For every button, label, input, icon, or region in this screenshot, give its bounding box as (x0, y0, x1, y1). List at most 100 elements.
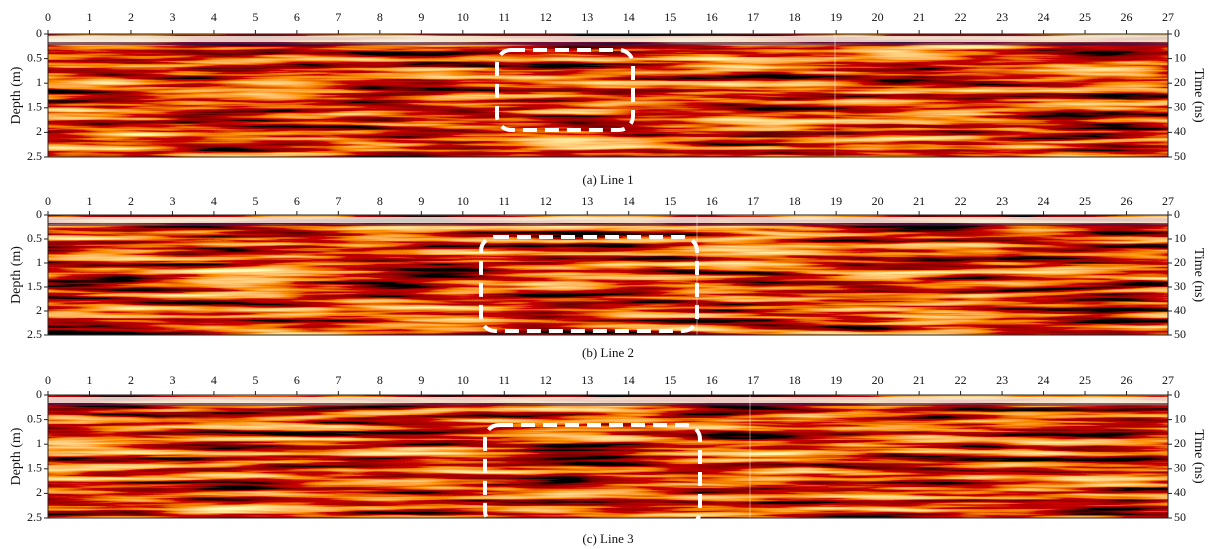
x-tick-label: 1 (86, 373, 92, 387)
x-tick-label: 2 (128, 10, 134, 24)
y2-tick-label: 10 (1174, 231, 1186, 245)
y-axis-label: Depth (m) (9, 66, 24, 124)
x-tick-label: 2 (128, 194, 134, 208)
radargram-image (48, 395, 1168, 518)
x-tick-label: 10 (457, 373, 469, 387)
x-tick-label: 3 (169, 10, 175, 24)
y-tick-label: 0 (36, 207, 42, 221)
x-tick-label: 13 (581, 194, 593, 208)
y-axis-label: Depth (m) (9, 427, 24, 485)
y-tick-label: 2.5 (27, 510, 42, 524)
x-tick-label: 16 (706, 194, 718, 208)
x-tick-label: 4 (211, 10, 217, 24)
y2-tick-label: 0 (1174, 26, 1180, 40)
panel-caption: (b) Line 2 (582, 345, 634, 360)
x-tick-label: 10 (457, 10, 469, 24)
x-tick-label: 14 (623, 194, 635, 208)
x-tick-label: 7 (335, 194, 341, 208)
y-tick-label: 1 (36, 436, 42, 450)
y-tick-label: 1 (36, 255, 42, 269)
y-tick-label: 1 (36, 75, 42, 89)
x-tick-label: 8 (377, 194, 383, 208)
x-tick-label: 18 (789, 194, 801, 208)
surface-band-dark (48, 403, 1168, 406)
x-tick-label: 4 (211, 194, 217, 208)
y-tick-label: 2 (36, 303, 42, 317)
y-tick-label: 1.5 (27, 461, 42, 475)
x-tick-label: 17 (747, 194, 759, 208)
x-tick-label: 8 (377, 373, 383, 387)
panel-caption: (c) Line 3 (582, 531, 633, 546)
x-tick-label: 5 (252, 194, 258, 208)
x-tick-label: 1 (86, 10, 92, 24)
x-tick-label: 4 (211, 373, 217, 387)
surface-band-dark (48, 42, 1168, 45)
x-tick-label: 11 (499, 194, 511, 208)
x-tick-label: 19 (830, 194, 842, 208)
x-tick-label: 7 (335, 10, 341, 24)
x-tick-label: 23 (996, 373, 1008, 387)
x-tick-label: 20 (872, 373, 884, 387)
x-tick-label: 15 (664, 10, 676, 24)
y-tick-label: 2 (36, 485, 42, 499)
y-tick-label: 0 (36, 387, 42, 401)
x-tick-label: 21 (913, 10, 925, 24)
x-tick-label: 24 (1038, 10, 1050, 24)
x-tick-label: 6 (294, 10, 300, 24)
x-tick-label: 18 (789, 373, 801, 387)
x-tick-label: 20 (872, 10, 884, 24)
x-tick-label: 21 (913, 194, 925, 208)
x-tick-label: 25 (1079, 373, 1091, 387)
x-tick-label: 22 (955, 10, 967, 24)
x-tick-label: 9 (418, 194, 424, 208)
x-tick-label: 12 (540, 194, 552, 208)
y-tick-label: 0.5 (27, 411, 42, 425)
y2-tick-label: 0 (1174, 207, 1180, 221)
figure: 0123456789101112131415161718192021222324… (0, 0, 1208, 549)
y2-tick-label: 30 (1174, 461, 1186, 475)
y2-tick-label: 10 (1174, 411, 1186, 425)
y2-tick-label: 50 (1174, 149, 1186, 163)
y2-axis-label: Time (ns) (1191, 248, 1206, 303)
x-tick-label: 27 (1162, 10, 1174, 24)
surface-band (48, 36, 1168, 42)
x-tick-label: 27 (1162, 194, 1174, 208)
surface-band (48, 217, 1168, 223)
x-tick-label: 12 (540, 373, 552, 387)
y2-tick-label: 30 (1174, 279, 1186, 293)
y-tick-label: 2 (36, 124, 42, 138)
x-tick-label: 14 (623, 10, 635, 24)
y-axis-label: Depth (m) (9, 246, 24, 304)
y2-tick-label: 30 (1174, 100, 1186, 114)
x-tick-label: 7 (335, 373, 341, 387)
x-tick-label: 18 (789, 10, 801, 24)
x-tick-label: 16 (706, 10, 718, 24)
x-tick-label: 11 (499, 10, 511, 24)
panel-caption: (a) Line 1 (582, 172, 633, 187)
x-tick-label: 10 (457, 194, 469, 208)
y2-axis-label: Time (ns) (1191, 429, 1206, 484)
x-tick-label: 21 (913, 373, 925, 387)
x-tick-label: 8 (377, 10, 383, 24)
x-tick-label: 5 (252, 10, 258, 24)
y-tick-label: 0.5 (27, 50, 42, 64)
x-tick-label: 22 (955, 194, 967, 208)
y-tick-label: 0.5 (27, 231, 42, 245)
x-tick-label: 13 (581, 10, 593, 24)
x-tick-label: 0 (45, 373, 51, 387)
x-tick-label: 26 (1121, 373, 1133, 387)
x-tick-label: 9 (418, 10, 424, 24)
x-tick-label: 26 (1121, 194, 1133, 208)
x-tick-label: 3 (169, 373, 175, 387)
y2-axis-label: Time (ns) (1191, 68, 1206, 123)
y2-tick-label: 50 (1174, 327, 1186, 341)
x-tick-label: 19 (830, 10, 842, 24)
x-tick-label: 25 (1079, 194, 1091, 208)
y-tick-label: 1.5 (27, 100, 42, 114)
x-tick-label: 24 (1038, 373, 1050, 387)
x-tick-label: 26 (1121, 10, 1133, 24)
x-tick-label: 0 (45, 10, 51, 24)
y2-tick-label: 20 (1174, 255, 1186, 269)
x-tick-label: 23 (996, 194, 1008, 208)
